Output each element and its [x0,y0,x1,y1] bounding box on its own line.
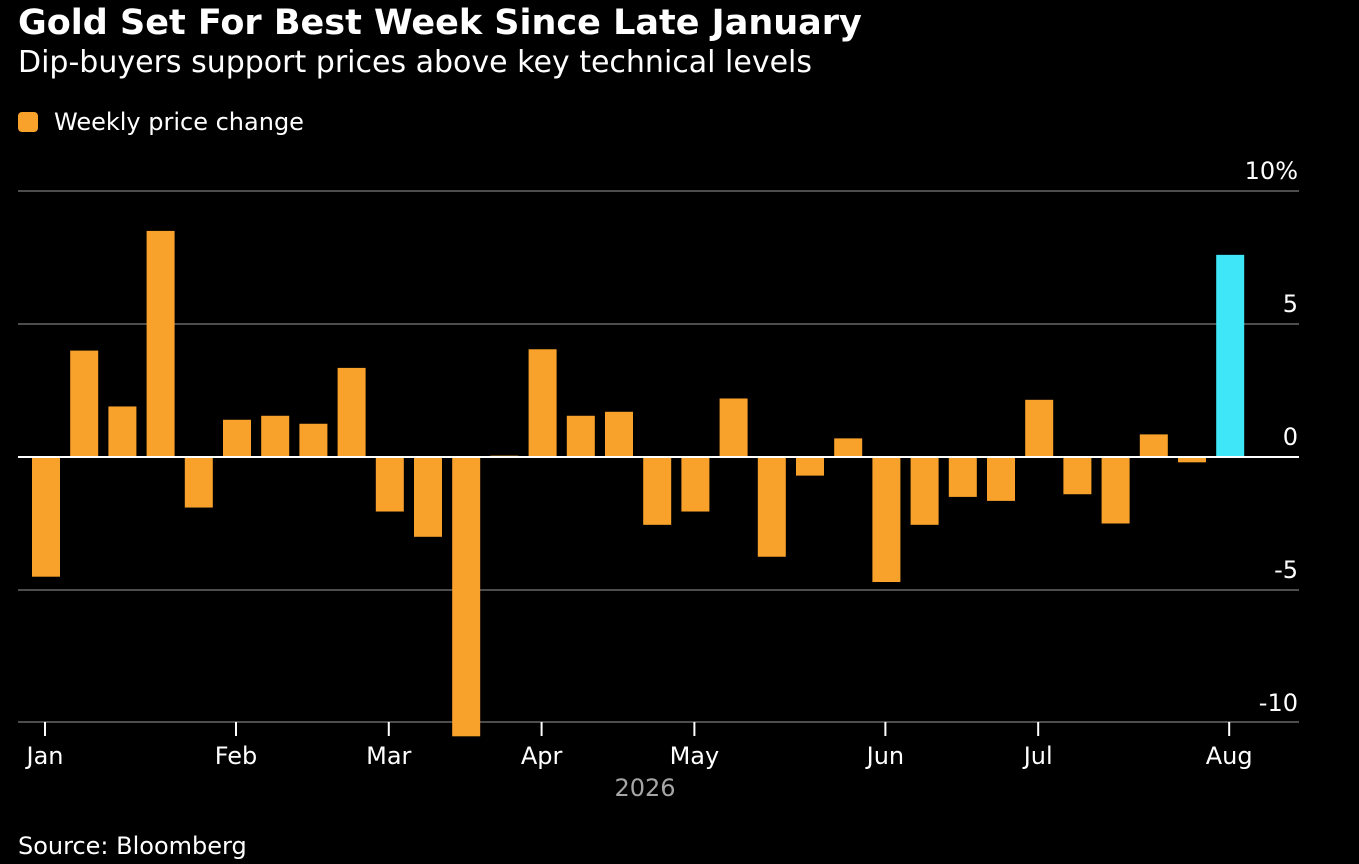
bar [223,419,251,457]
y-tick-label: 0 [1283,423,1298,451]
bar [146,230,175,457]
bar [414,457,442,537]
bar [643,457,672,525]
bar [1178,457,1206,463]
bar [528,349,557,457]
x-tick-label: Jun [865,742,905,770]
bar [872,457,901,583]
bar [757,457,786,557]
bar [299,423,328,457]
bar [184,457,213,508]
bar [719,398,748,457]
bar [452,457,481,737]
x-tick-label: Apr [521,742,563,770]
bar [261,415,290,457]
y-tick-label: 5 [1283,290,1298,318]
x-tick-label: Jan [24,742,63,770]
chart-subtitle: Dip-buyers support prices above key tech… [18,45,812,80]
bar [70,350,99,457]
bar [337,367,366,457]
bar [1139,434,1168,457]
x-tick-label: Feb [215,742,258,770]
x-tick-label: May [670,742,720,770]
bar [1101,457,1130,524]
x-tick-label: Mar [366,742,411,770]
x-tick-label: Jul [1022,742,1053,770]
bar [32,457,60,577]
bar [681,457,710,512]
legend: Weekly price change [18,106,304,138]
bar [1063,457,1092,495]
bar [108,406,137,457]
y-tick-label: 10% [1245,157,1298,185]
y-tick-label: -10 [1259,689,1298,717]
bar [987,457,1015,501]
bar [1025,399,1054,457]
bar [834,438,863,457]
bar [375,457,404,512]
chart-title: Gold Set For Best Week Since Late Januar… [18,3,862,43]
x-tick-label: Aug [1206,742,1253,770]
bar [910,457,939,525]
y-tick-label: -5 [1274,556,1298,584]
bar [605,411,633,457]
bar [796,457,824,476]
legend-swatch [18,112,38,132]
bar [566,415,595,457]
bar-highlight [1216,254,1245,457]
legend-label: Weekly price change [54,108,304,136]
source-note: Source: Bloomberg [18,832,247,860]
bar [948,457,977,497]
year-label: 2026 [614,774,675,802]
